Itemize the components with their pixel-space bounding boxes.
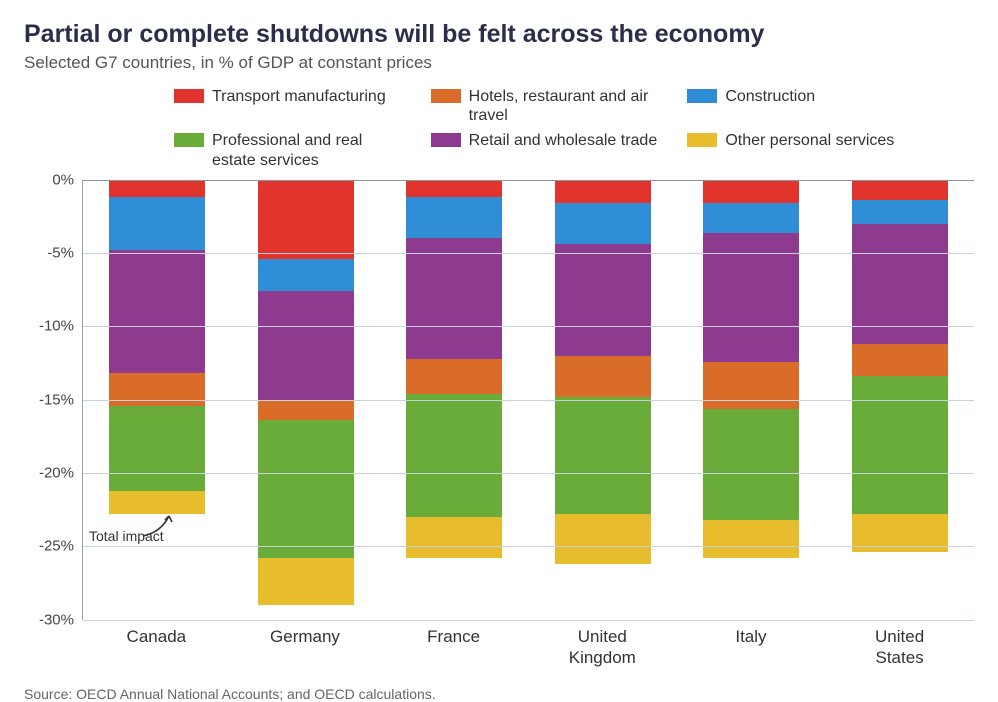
x-label: Germany: [257, 626, 353, 669]
bar-stack: [555, 180, 651, 564]
bar-segment-transport: [258, 180, 354, 259]
bar-segment-hotels: [406, 359, 502, 394]
legend-label: Professional and real estate services: [212, 131, 401, 169]
legend: Transport manufacturing Hotels, restauran…: [174, 87, 914, 170]
legend-item-other: Other personal services: [687, 131, 914, 169]
grid-line: [83, 253, 974, 254]
x-label: Italy: [703, 626, 799, 669]
bar-segment-hotels: [109, 373, 205, 405]
bar-stack: [703, 180, 799, 558]
legend-label: Transport manufacturing: [212, 87, 386, 106]
legend-item-professional: Professional and real estate services: [174, 131, 401, 169]
plot-area: Total impact: [82, 180, 974, 620]
y-axis: 0%-5%-10%-15%-20%-25%-30%: [24, 180, 82, 620]
chart-subtitle: Selected G7 countries, in % of GDP at co…: [24, 53, 974, 73]
bar-segment-professional: [258, 420, 354, 558]
y-tick: -25%: [39, 538, 74, 555]
chart-title: Partial or complete shutdowns will be fe…: [24, 20, 974, 49]
y-tick: -5%: [47, 245, 74, 262]
bar-segment-professional: [406, 394, 502, 517]
grid-line: [83, 546, 974, 547]
bar-stack: [109, 180, 205, 514]
bar-segment-transport: [109, 180, 205, 198]
grid-line: [83, 400, 974, 401]
bar-segment-hotels: [555, 356, 651, 397]
y-tick: -15%: [39, 391, 74, 408]
bar-segment-retail: [406, 238, 502, 358]
bar-segment-other: [703, 520, 799, 558]
bar-segment-construction: [555, 203, 651, 244]
arrow-icon: [139, 510, 179, 540]
legend-item-transport: Transport manufacturing: [174, 87, 401, 125]
bar-stack: [406, 180, 502, 558]
legend-swatch: [174, 133, 204, 147]
grid-line: [83, 473, 974, 474]
x-label: UnitedKingdom: [554, 626, 650, 669]
legend-swatch: [431, 89, 461, 103]
bar-segment-professional: [852, 376, 948, 514]
bar-segment-transport: [703, 180, 799, 203]
bar-segment-retail: [258, 291, 354, 400]
bar-segment-other: [555, 514, 651, 564]
bar-segment-professional: [555, 397, 651, 514]
y-tick: -10%: [39, 318, 74, 335]
legend-swatch: [431, 133, 461, 147]
legend-swatch: [174, 89, 204, 103]
bar-segment-other: [258, 558, 354, 605]
grid-line: [83, 326, 974, 327]
y-tick: -30%: [39, 611, 74, 628]
chart-area: 0%-5%-10%-15%-20%-25%-30% Total impact: [24, 180, 974, 620]
legend-label: Other personal services: [725, 131, 894, 150]
legend-label: Hotels, restaurant and air travel: [469, 87, 658, 125]
bar-segment-professional: [703, 409, 799, 520]
bar-segment-construction: [703, 203, 799, 232]
bar-segment-transport: [852, 180, 948, 201]
bar-segment-retail: [703, 233, 799, 362]
x-axis-labels: Canada Germany France UnitedKingdom Italy Uni…: [82, 626, 974, 669]
bar-segment-construction: [406, 197, 502, 238]
legend-label: Construction: [725, 87, 815, 106]
legend-label: Retail and wholesale trade: [469, 131, 658, 150]
bar-segment-professional: [109, 406, 205, 491]
bar-stack: [852, 180, 948, 553]
legend-swatch: [687, 133, 717, 147]
zero-line: [83, 180, 974, 181]
y-tick: 0%: [52, 171, 74, 188]
source-text: Source: OECD Annual National Accounts; a…: [24, 686, 974, 702]
bar-segment-transport: [406, 180, 502, 198]
bar-segment-construction: [109, 197, 205, 250]
x-label: Canada: [108, 626, 204, 669]
x-label: France: [406, 626, 502, 669]
legend-item-construction: Construction: [687, 87, 914, 125]
bar-segment-retail: [109, 250, 205, 373]
legend-item-retail: Retail and wholesale trade: [431, 131, 658, 169]
x-label: UnitedStates: [852, 626, 948, 669]
bar-segment-construction: [852, 200, 948, 223]
bar-segment-construction: [258, 259, 354, 291]
legend-swatch: [687, 89, 717, 103]
bar-segment-other: [406, 517, 502, 558]
grid-line: [83, 620, 974, 621]
bar-segment-hotels: [852, 344, 948, 376]
legend-item-hotels: Hotels, restaurant and air travel: [431, 87, 658, 125]
y-tick: -20%: [39, 465, 74, 482]
bar-segment-hotels: [258, 400, 354, 421]
bar-segment-transport: [555, 180, 651, 203]
bar-stack: [258, 180, 354, 605]
bar-segment-hotels: [703, 362, 799, 409]
bar-segment-retail: [555, 244, 651, 355]
